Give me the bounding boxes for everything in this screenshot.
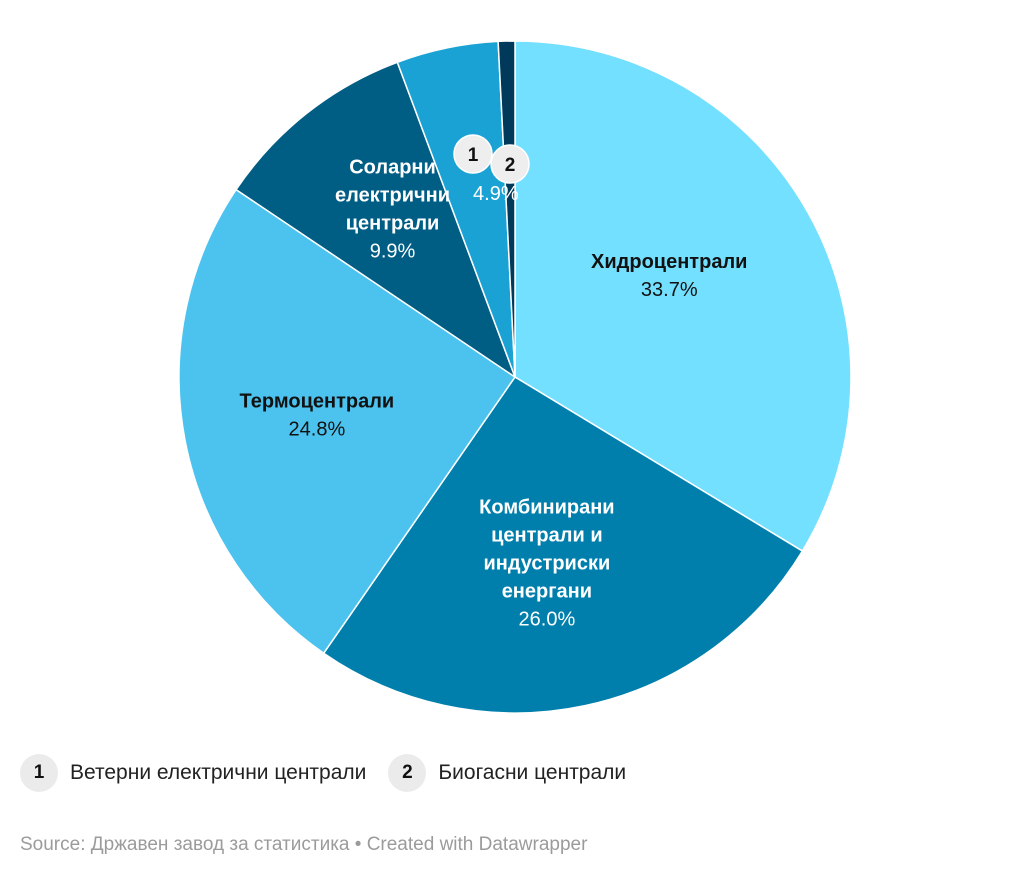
pie-slice-3	[235, 61, 517, 379]
legend-marker-1: 1	[20, 754, 58, 792]
slice-value-label: 24.8%	[289, 418, 346, 440]
pie-slice-2	[178, 188, 517, 655]
marker-badge	[490, 144, 530, 184]
legend-marker-2: 2	[388, 754, 427, 792]
slice-name-line: централи и	[491, 524, 602, 546]
slice-value-label: 4.9%	[473, 183, 519, 205]
marker-number: 1	[468, 145, 479, 166]
legend: 1 Ветерни електрични централи 2 Биогасни…	[20, 754, 648, 792]
slice-marker-2: 2	[490, 144, 530, 184]
pie-slice-0	[514, 40, 852, 553]
slice-value-label: 26.0%	[519, 608, 576, 630]
pie-labels: Хидроцентрали 33.7% Комбинирани централи и и…	[240, 156, 748, 630]
slice-label-2: Термоцентрали 24.8%	[240, 390, 395, 440]
slice-label-1: Комбинирани централи и индустриски енергани…	[479, 496, 614, 630]
slice-name-line: централи	[346, 212, 440, 234]
marker-number: 2	[505, 155, 516, 176]
slice-label-0: Хидроцентрали 33.7%	[591, 251, 747, 301]
marker-badge	[453, 134, 493, 174]
slice-label-4: 4.9%	[473, 183, 519, 205]
pie-chart: Хидроцентрали 33.7% Комбинирани централи и и…	[178, 40, 852, 714]
slice-label-3: Соларни електрични централи 9.9%	[335, 156, 450, 262]
legend-label-wind: Ветерни електрични централи	[70, 761, 367, 784]
slice-name-line: Комбинирани	[479, 496, 614, 518]
slice-name-line: Хидроцентрали	[591, 251, 747, 273]
slice-value-label: 9.9%	[370, 240, 416, 262]
pie-slice-1	[322, 375, 804, 714]
slice-name-line: Термоцентрали	[240, 390, 395, 412]
legend-item-biogas: 2 Биогасни централи	[388, 754, 626, 792]
pie-slice-5	[497, 40, 516, 378]
source-footer: Source: Државен завод за статистика • Cr…	[20, 834, 588, 855]
slice-value-label: 33.7%	[641, 279, 698, 301]
slice-marker-1: 1	[453, 134, 493, 174]
legend-label-biogas: Биогасни централи	[438, 761, 627, 784]
slice-name-line: електрични	[335, 184, 450, 206]
slice-name-line: енергани	[502, 580, 592, 602]
legend-item-wind: 1 Ветерни електрични централи	[20, 754, 366, 792]
pie-slices	[178, 40, 852, 714]
slice-name-line: индустриски	[483, 552, 610, 574]
slice-name-line: Соларни	[349, 156, 436, 178]
